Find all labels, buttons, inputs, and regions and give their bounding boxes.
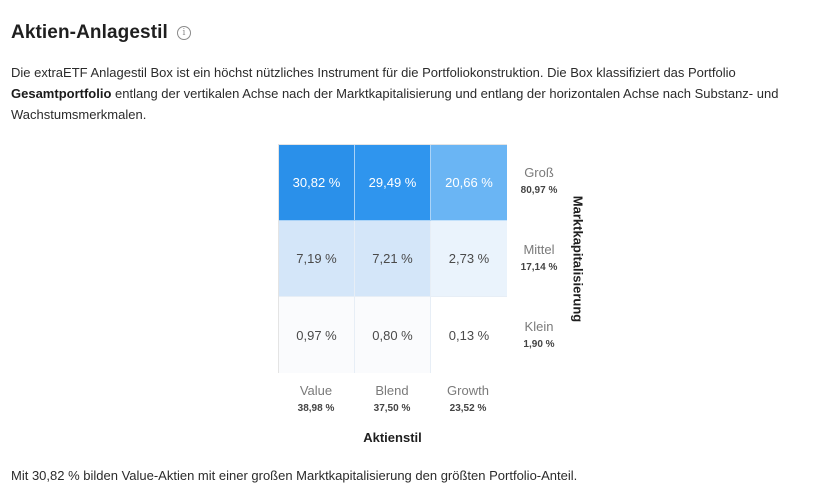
row-total: 80,97 % <box>520 185 558 196</box>
cell-small-value: 0,97 % <box>279 297 355 373</box>
col-total: 23,52 % <box>449 403 487 414</box>
x-axis-title: Aktienstil <box>363 430 422 445</box>
info-circle-icon[interactable]: i <box>176 26 191 40</box>
row-label-small: Klein 1,90 % <box>509 319 569 350</box>
col-label-value: Value 38,98 % <box>278 383 354 414</box>
row-name: Klein <box>524 319 554 334</box>
cell-mid-blend: 7,21 % <box>355 221 431 297</box>
cell-small-blend: 0,80 % <box>355 297 431 373</box>
description-text-1: Die extraETF Anlagestil Box ist ein höch… <box>11 65 736 80</box>
cell-mid-growth: 2,73 % <box>431 221 507 297</box>
row-label-mid: Mittel 17,14 % <box>509 242 569 273</box>
description-text-2: entlang der vertikalen Achse nach der Ma… <box>11 86 779 122</box>
section-header: Aktien-Anlagestil i <box>11 22 191 44</box>
portfolio-name: Gesamtportfolio <box>11 86 112 101</box>
y-axis-label: Marktkapitalisierung <box>570 195 586 323</box>
col-label-growth: Growth 23,52 % <box>430 383 506 414</box>
summary-text: Mit 30,82 % bilden Value-Aktien mit eine… <box>11 468 578 483</box>
cell-large-value: 30,82 % <box>279 145 355 221</box>
row-label-large: Groß 80,97 % <box>509 165 569 196</box>
cell-small-growth: 0,13 % <box>431 297 507 373</box>
cell-mid-value: 7,19 % <box>279 221 355 297</box>
description: Die extraETF Anlagestil Box ist ein höch… <box>11 62 826 125</box>
col-total: 38,98 % <box>297 403 335 414</box>
row-name: Mittel <box>523 242 555 257</box>
row-total: 1,90 % <box>523 339 555 350</box>
col-name: Growth <box>447 383 489 398</box>
style-box-grid: 30,82 % 29,49 % 20,66 % 7,19 % 7,21 % 2,73 % 0… <box>278 144 507 373</box>
col-name: Blend <box>375 383 409 398</box>
col-total: 37,50 % <box>373 403 411 414</box>
cell-large-growth: 20,66 % <box>431 145 507 221</box>
col-name: Value <box>299 383 333 398</box>
col-label-blend: Blend 37,50 % <box>354 383 430 414</box>
row-total: 17,14 % <box>520 262 558 273</box>
row-name: Groß <box>524 165 554 180</box>
page-title: Aktien-Anlagestil <box>11 22 168 43</box>
cell-large-blend: 29,49 % <box>355 145 431 221</box>
